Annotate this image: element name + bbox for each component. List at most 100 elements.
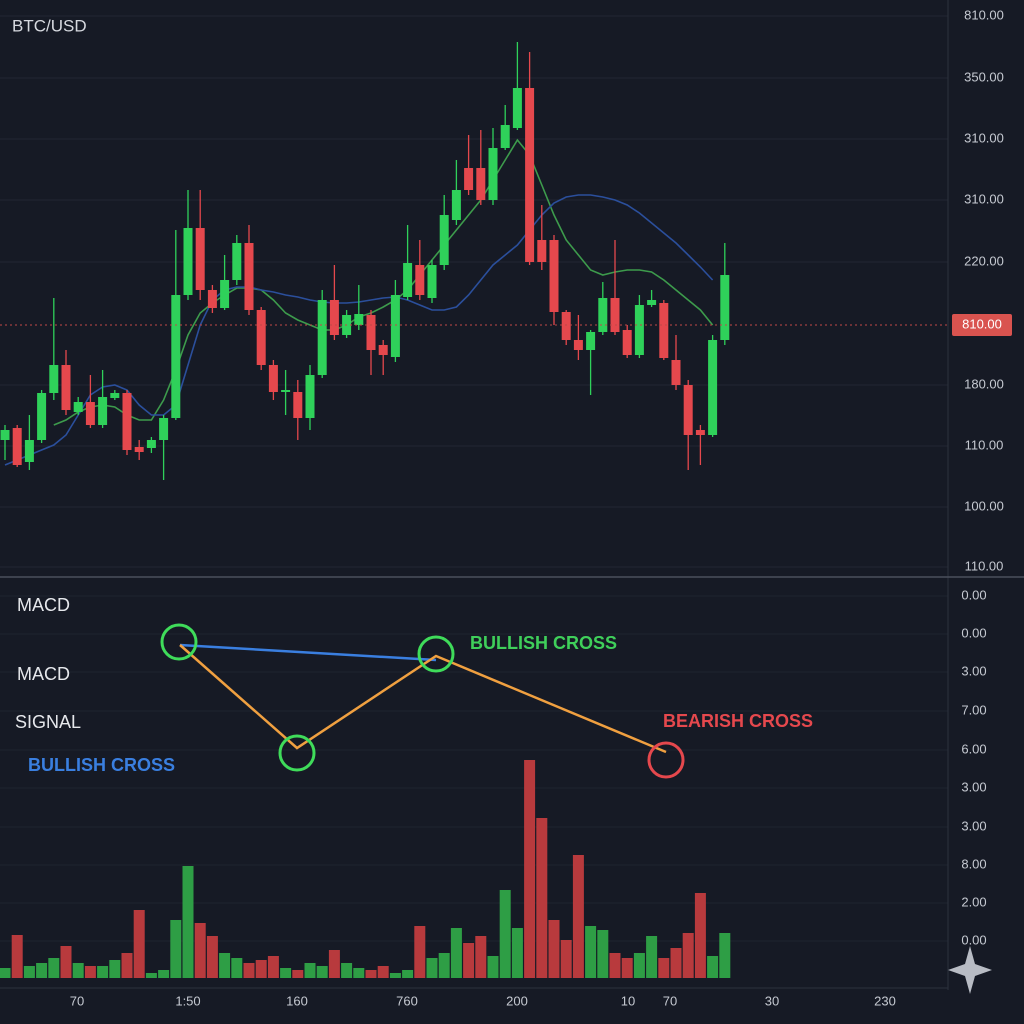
volume-bar — [426, 958, 438, 978]
candle-body — [695, 430, 705, 435]
candle-body — [305, 375, 315, 418]
volume-bar — [97, 966, 109, 978]
candle-body — [0, 430, 10, 440]
volume-bar — [353, 968, 365, 978]
y-tick-label: 350.00 — [964, 69, 1004, 84]
volume-bar — [304, 963, 316, 978]
candle-body — [720, 275, 730, 340]
candle-body — [256, 310, 266, 365]
volume-bar — [414, 926, 426, 978]
volume-bar — [109, 960, 121, 978]
candle-body — [146, 440, 156, 448]
candle-body — [354, 314, 364, 325]
candle-body — [488, 148, 498, 200]
macd-annotation — [160, 623, 685, 779]
candle-body — [647, 300, 657, 305]
pane-label: MACD — [17, 664, 70, 684]
current-price-tag — [952, 314, 1012, 336]
x-tick-label: 70 — [70, 993, 84, 1008]
volume-bar — [121, 953, 133, 978]
volume-bar — [475, 936, 487, 978]
cross-marker — [160, 623, 198, 661]
volume-bar — [621, 958, 633, 978]
candle-body — [683, 385, 693, 435]
candle-body — [37, 393, 47, 440]
volume-bar — [280, 968, 292, 978]
cross-marker — [647, 741, 685, 779]
y-tick-label: 3.00 — [961, 663, 986, 678]
y-tick-label: 110.00 — [965, 558, 1004, 573]
volume-bar — [487, 956, 499, 978]
candle-body — [708, 340, 718, 435]
annotation-label: BULLISH CROSS — [28, 755, 175, 775]
y-tick-label: 0.00 — [961, 932, 986, 947]
volume-bar — [23, 966, 35, 978]
candle-body — [232, 243, 242, 280]
candle-body — [24, 440, 34, 462]
candle-body — [549, 240, 559, 312]
volume-bar — [243, 963, 255, 978]
candle-body — [464, 168, 474, 190]
volume-bar — [560, 940, 572, 978]
y-tick-label: 2.00 — [961, 894, 986, 909]
annotation-label: BEARISH CROSS — [663, 711, 813, 731]
candle-body — [451, 190, 461, 220]
volume-bar — [597, 930, 609, 978]
y-tick-label: 220.00 — [964, 253, 1004, 268]
candle-body — [537, 240, 547, 262]
watermark-icon — [948, 946, 992, 994]
candle-body — [85, 402, 95, 425]
candle-body — [415, 265, 425, 295]
y-tick-label: 3.00 — [961, 779, 986, 794]
candle-body — [134, 447, 144, 452]
y-tick-label: 100.00 — [964, 498, 1004, 513]
candle-body — [122, 393, 132, 450]
volume-bar — [438, 953, 450, 978]
volume-bar — [60, 946, 72, 978]
candle-body — [561, 312, 571, 340]
current-price-label: 810.00 — [962, 316, 1002, 331]
volume-bar — [633, 953, 645, 978]
y-tick-label: 180.00 — [964, 376, 1004, 391]
x-tick-label: 30 — [765, 993, 779, 1008]
volume-bar — [170, 920, 182, 978]
volume-bar — [365, 970, 377, 978]
volume-bar — [158, 970, 170, 978]
candle-body — [73, 402, 83, 412]
x-tick-label: 70 — [663, 993, 677, 1008]
plot: 810.00 350.00 310.00 310.00 220.00 180.00 110.… — [0, 7, 1012, 1008]
volume-bar — [585, 926, 597, 978]
volume-bar — [646, 936, 658, 978]
cross-marker — [417, 635, 455, 673]
candle-body — [329, 300, 339, 335]
volume-bar — [536, 818, 548, 978]
volume-bar — [219, 953, 231, 978]
y-tick-label: 810.00 — [964, 7, 1004, 22]
macd-line — [179, 643, 437, 662]
volume-bar — [511, 928, 523, 978]
y-tick-label: 3.00 — [961, 818, 986, 833]
candle-body — [268, 365, 278, 392]
y-tick-label: 310.00 — [964, 191, 1004, 206]
candle-body — [244, 243, 254, 310]
candle-body — [317, 300, 327, 375]
volume-bar — [719, 933, 731, 978]
candle-body — [12, 428, 22, 465]
volume-bar — [402, 970, 414, 978]
candle-body — [171, 295, 181, 418]
candle-body — [293, 392, 303, 418]
volume-bar — [450, 928, 462, 978]
volume-bar — [36, 963, 48, 978]
volume-bar — [548, 920, 560, 978]
grid — [0, 15, 948, 942]
volume-bar — [84, 966, 96, 978]
volume-bar — [133, 910, 145, 978]
candle-body — [659, 303, 669, 358]
candle-body — [110, 393, 120, 398]
volume-bar — [463, 943, 475, 978]
volume-bar — [524, 760, 536, 978]
x-tick-label: 10 — [621, 993, 635, 1008]
cross-marker — [278, 734, 316, 772]
volume-bar — [707, 956, 719, 978]
